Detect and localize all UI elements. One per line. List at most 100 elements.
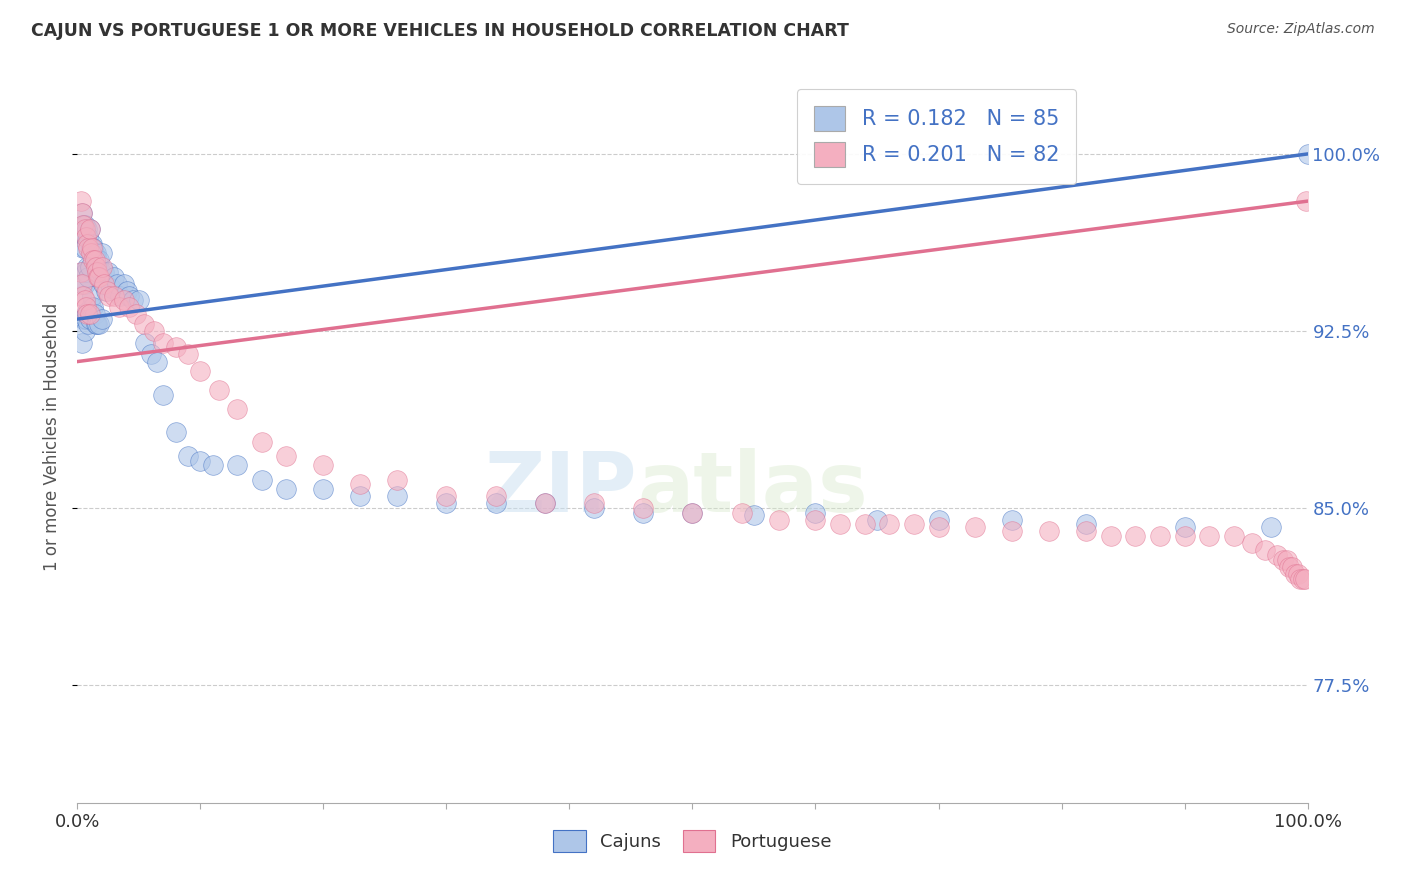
Point — [142, 324, 165, 338]
Point — [853, 517, 876, 532]
Point — [105, 277, 128, 291]
Point — [1265, 548, 1288, 562]
Point — [89, 253, 111, 268]
Point — [118, 288, 141, 302]
Point — [73, 277, 96, 291]
Point — [276, 482, 298, 496]
Point — [98, 288, 121, 302]
Point — [226, 458, 249, 473]
Point — [73, 293, 96, 308]
Point — [1099, 529, 1122, 543]
Point — [72, 218, 94, 232]
Point — [72, 288, 94, 302]
Point — [928, 520, 950, 534]
Point — [165, 425, 187, 440]
Point — [82, 236, 104, 251]
Point — [768, 513, 790, 527]
Point — [125, 307, 148, 321]
Point — [1001, 524, 1024, 539]
Point — [436, 489, 458, 503]
Point — [1001, 513, 1024, 527]
Point — [76, 222, 98, 236]
Point — [830, 517, 852, 532]
Point — [1198, 529, 1220, 543]
Point — [73, 241, 96, 255]
Point — [82, 288, 104, 302]
Point — [583, 496, 606, 510]
Point — [226, 401, 249, 416]
Point — [86, 265, 108, 279]
Point — [1292, 572, 1315, 586]
Point — [965, 520, 987, 534]
Point — [633, 500, 655, 515]
Point — [128, 293, 150, 308]
Point — [141, 347, 163, 361]
Point — [879, 517, 901, 532]
Point — [79, 222, 101, 236]
Point — [77, 317, 100, 331]
Point — [103, 269, 125, 284]
Point — [79, 312, 101, 326]
Point — [76, 236, 98, 251]
Point — [682, 506, 704, 520]
Text: CAJUN VS PORTUGUESE 1 OR MORE VEHICLES IN HOUSEHOLD CORRELATION CHART: CAJUN VS PORTUGUESE 1 OR MORE VEHICLES I… — [31, 22, 849, 40]
Point — [115, 284, 138, 298]
Point — [82, 241, 104, 255]
Point — [75, 229, 97, 244]
Point — [79, 260, 101, 275]
Point — [385, 473, 409, 487]
Point — [70, 265, 93, 279]
Point — [1286, 566, 1309, 581]
Point — [87, 269, 110, 284]
Point — [90, 260, 114, 275]
Point — [89, 269, 111, 284]
Point — [1241, 536, 1264, 550]
Point — [83, 253, 105, 268]
Text: Source: ZipAtlas.com: Source: ZipAtlas.com — [1227, 22, 1375, 37]
Point — [152, 335, 174, 350]
Point — [1289, 572, 1312, 586]
Point — [80, 246, 103, 260]
Point — [312, 458, 335, 473]
Point — [121, 293, 143, 308]
Point — [77, 269, 100, 284]
Point — [132, 317, 155, 331]
Point — [276, 449, 298, 463]
Point — [70, 206, 93, 220]
Point — [86, 317, 108, 331]
Point — [70, 206, 93, 220]
Point — [75, 265, 97, 279]
Point — [80, 301, 103, 315]
Point — [804, 513, 827, 527]
Point — [177, 347, 200, 361]
Point — [76, 305, 98, 319]
Point — [75, 312, 97, 326]
Point — [349, 477, 371, 491]
Point — [1223, 529, 1246, 543]
Point — [208, 383, 231, 397]
Point — [1260, 520, 1282, 534]
Point — [79, 222, 101, 236]
Point — [80, 241, 103, 255]
Point — [112, 277, 135, 291]
Point — [1076, 517, 1098, 532]
Legend: Cajuns, Portuguese: Cajuns, Portuguese — [547, 823, 838, 860]
Point — [97, 265, 120, 279]
Point — [73, 324, 96, 338]
Point — [866, 513, 889, 527]
Point — [1284, 566, 1306, 581]
Point — [1294, 572, 1316, 586]
Point — [89, 317, 111, 331]
Point — [118, 301, 141, 315]
Point — [534, 496, 557, 510]
Point — [804, 506, 827, 520]
Point — [534, 496, 557, 510]
Point — [96, 284, 118, 298]
Point — [82, 241, 104, 255]
Point — [1149, 529, 1171, 543]
Point — [349, 489, 371, 503]
Point — [75, 301, 97, 315]
Point — [90, 312, 114, 326]
Point — [1296, 147, 1319, 161]
Point — [682, 506, 704, 520]
